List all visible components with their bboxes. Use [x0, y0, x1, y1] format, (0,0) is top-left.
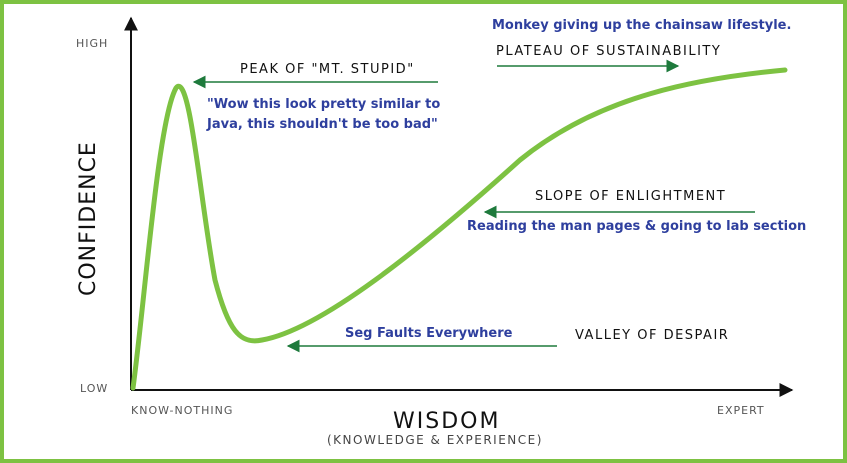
stage-valley-label: VALLEY OF DESPAIR [575, 328, 730, 343]
stage-plateau-label: PLATEAU OF SUSTAINABILITY [496, 44, 722, 59]
note-valley: Seg Faults Everywhere [345, 326, 513, 341]
y-low-label: LOW [80, 382, 109, 395]
x-axis-subtitle: (KNOWLEDGE & EXPERIENCE) [327, 433, 543, 447]
note-peak: "Wow this look pretty similar to Java, t… [207, 97, 441, 132]
note-plateau: Monkey giving up the chainsaw lifestyle. [492, 18, 792, 33]
note-slope: Reading the man pages & going to lab sec… [467, 219, 807, 234]
x-axis-title: WISDOM [393, 409, 501, 434]
x-start-label: KNOW-NOTHING [131, 404, 234, 417]
stage-peak-label: PEAK OF "MT. STUPID" [240, 62, 415, 77]
y-high-label: HIGH [76, 37, 109, 50]
confidence-curve [130, 67, 788, 391]
y-axis-title: CONFIDENCE [76, 141, 101, 296]
stage-slope-label: SLOPE OF ENLIGHTMENT [535, 189, 727, 204]
x-end-label: EXPERT [717, 404, 765, 417]
